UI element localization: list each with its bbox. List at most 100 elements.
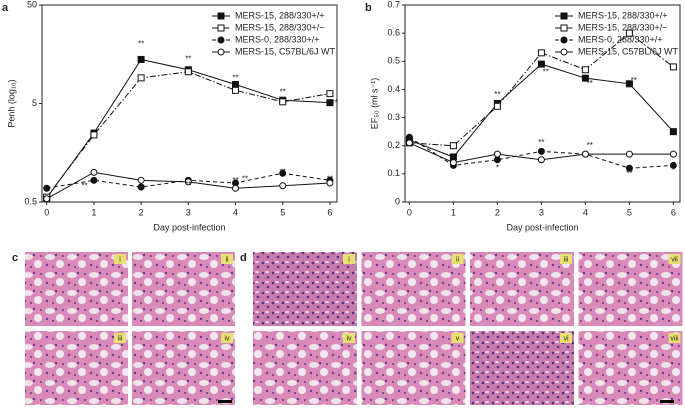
y-tick-label: 0.3 (387, 112, 400, 122)
x-tick-label: 1 (451, 207, 456, 217)
panel-label: a (2, 2, 9, 14)
legend-label: MERS-15, C57BL/6J WT (578, 46, 679, 56)
histology-image (361, 252, 466, 326)
y-axis-label: EF₅₀ (ml s⁻¹) (369, 78, 379, 130)
annotation: ** (232, 176, 238, 185)
data-point (184, 178, 192, 186)
x-tick-label: 5 (280, 207, 285, 217)
data-point (326, 179, 334, 187)
annotation: ** (185, 55, 191, 64)
data-point (625, 164, 633, 172)
histology-image (253, 331, 357, 405)
data-point (137, 176, 145, 184)
annotation: ** (242, 174, 248, 183)
annotation: ** (494, 90, 500, 99)
histology-image (470, 331, 574, 405)
annotation: * (496, 163, 499, 172)
x-tick-label: 5 (627, 207, 632, 217)
image-label-bg (451, 333, 464, 343)
x-tick-label: 2 (495, 207, 500, 217)
y-tick-label: 0.7 (387, 0, 400, 9)
data-point (137, 183, 145, 191)
data-point (43, 195, 51, 203)
annotation: * (672, 166, 675, 175)
data-point (493, 150, 501, 158)
data-point (232, 86, 240, 94)
x-tick-label: 0 (407, 207, 412, 217)
image-label-bg (451, 254, 464, 264)
data-point (493, 156, 501, 164)
histology-image (25, 331, 128, 405)
data-point (449, 159, 457, 167)
image-label: ii (225, 256, 229, 263)
annotation: ** (232, 73, 238, 82)
data-point (279, 182, 287, 190)
x-axis-label: Day post-infection (506, 222, 578, 232)
legend-marker (560, 48, 568, 56)
data-point (669, 128, 677, 136)
image-label-bg (114, 333, 126, 343)
data-point (279, 98, 287, 106)
legend-marker (217, 12, 225, 20)
legend-marker (560, 12, 568, 20)
histology-image (470, 252, 574, 326)
legend-label: MERS-15, C57BL/6J WT (235, 46, 336, 56)
panel-label: b (365, 2, 372, 14)
x-tick-label: 1 (91, 207, 96, 217)
data-point (326, 90, 334, 98)
data-point (137, 74, 145, 82)
data-point (625, 80, 633, 88)
data-point (279, 169, 287, 177)
data-point (137, 55, 145, 63)
image-label-bg (668, 254, 681, 264)
annotation: ** (280, 87, 286, 96)
image-label-bg (560, 254, 572, 264)
image-label-bg (668, 333, 681, 343)
image-label: vii (671, 256, 678, 263)
data-point (90, 168, 98, 176)
data-point (90, 131, 98, 139)
data-point (449, 142, 457, 150)
histology-image (578, 331, 683, 405)
y-tick-label: 50 (27, 0, 37, 9)
annotation: ** (81, 182, 87, 191)
data-point (184, 68, 192, 76)
x-tick-label: 4 (233, 207, 238, 217)
histology-image (132, 331, 235, 405)
legend-marker (217, 24, 225, 32)
annotation: ** (332, 99, 338, 108)
image-label: iii (564, 256, 569, 263)
data-point (405, 139, 413, 147)
data-point (581, 66, 589, 74)
annotation: ** (543, 68, 549, 77)
image-label: viii (670, 335, 679, 342)
data-point (326, 99, 334, 107)
legend-marker (560, 36, 568, 44)
y-tick-label: 0.5 (24, 196, 37, 206)
image-label-bg (343, 333, 355, 343)
legend-marker (560, 24, 568, 32)
image-label: iv (224, 335, 230, 342)
histology-image (253, 252, 357, 326)
legend-label: MERS-0, 288/330+/+ (235, 34, 320, 44)
data-point (625, 150, 633, 158)
y-tick-label: 0.2 (387, 140, 400, 150)
x-tick-label: 3 (539, 207, 544, 217)
data-point (537, 49, 545, 57)
annotation: ** (587, 79, 593, 88)
histology-image (25, 252, 128, 326)
data-point (669, 150, 677, 158)
y-axis-label: Penh (log₁₀) (6, 79, 16, 127)
x-tick-label: 6 (671, 207, 676, 217)
data-point (449, 153, 457, 161)
x-tick-label: 0 (44, 207, 49, 217)
data-point (537, 147, 545, 155)
x-tick-label: 6 (327, 207, 332, 217)
legend-label: MERS-15, 288/330+/− (578, 22, 668, 32)
annotation: ** (538, 138, 544, 147)
image-label: iv (346, 335, 352, 342)
data-point (581, 74, 589, 82)
data-point (537, 60, 545, 68)
image-label: vi (563, 335, 569, 342)
